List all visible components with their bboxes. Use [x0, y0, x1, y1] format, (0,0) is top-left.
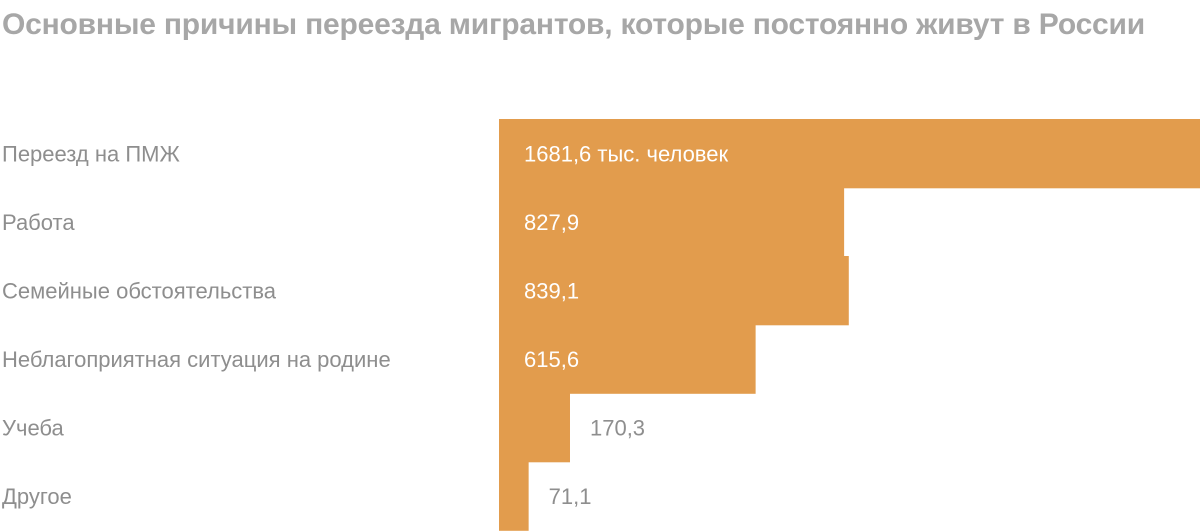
value-label-1: 827,9	[524, 210, 579, 235]
value-label-4: 170,3	[590, 415, 645, 440]
category-label-4: Учеба	[2, 415, 65, 440]
bar-0	[499, 119, 1200, 189]
category-label-1: Работа	[2, 210, 75, 235]
bar-2	[499, 256, 849, 326]
category-label-0: Переезд на ПМЖ	[2, 141, 180, 166]
category-label-2: Семейные обстоятельства	[2, 278, 277, 303]
value-label-2: 839,1	[524, 278, 579, 303]
bar-3	[499, 324, 756, 394]
value-label-0: 1681,6 тыс. человек	[524, 141, 728, 166]
category-label-3: Неблагоприятная ситуация на родине	[2, 347, 391, 372]
chart-title: Основные причины переезда мигрантов, кот…	[2, 8, 1146, 41]
category-label-5: Другое	[2, 484, 72, 509]
bar-4	[499, 393, 570, 463]
value-label-3: 615,6	[524, 347, 579, 372]
bar-1	[499, 187, 845, 257]
bar-5	[499, 461, 529, 531]
value-label-5: 71,1	[549, 484, 592, 509]
